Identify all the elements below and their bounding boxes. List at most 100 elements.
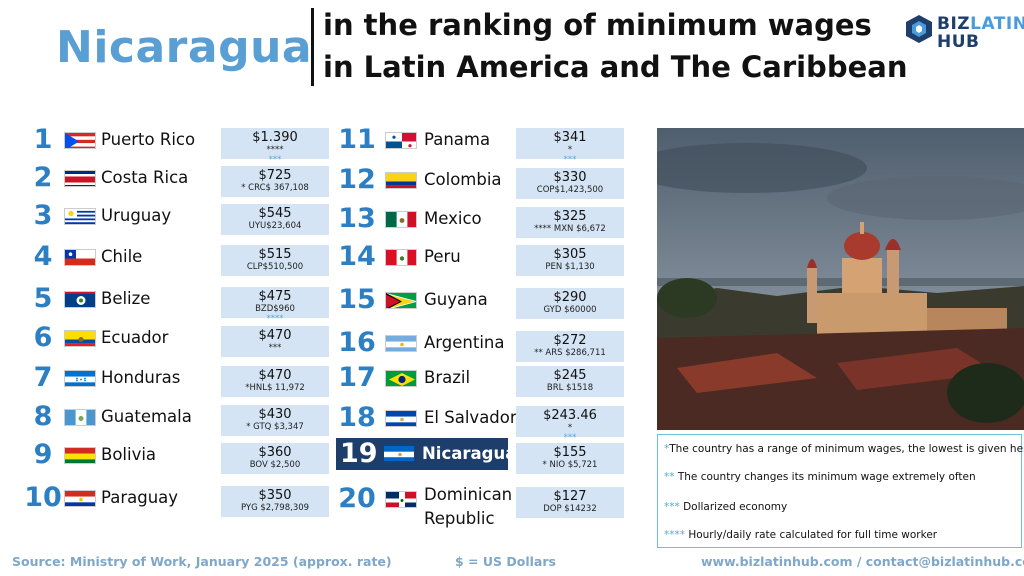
flag-mexico-icon xyxy=(385,211,417,228)
flag-panama-icon xyxy=(385,132,417,149)
flag-chile-icon xyxy=(64,249,96,266)
wage-local: * xyxy=(567,423,573,433)
wage-usd: $430 xyxy=(258,407,292,422)
wage-box: $325 **** MXN $6,672 xyxy=(516,207,624,238)
page-title-line-2: in Latin America and The Caribbean xyxy=(323,50,908,84)
wage-local: BZD$960 xyxy=(255,304,295,314)
wage-usd: $290 xyxy=(553,290,587,305)
flag-colombia-icon xyxy=(385,172,417,189)
wage-usd: $725 xyxy=(258,168,292,183)
ranking-row-panama: 11 Panama $341 * *** xyxy=(338,123,626,164)
wage-usd: $245 xyxy=(553,368,587,383)
ranking-row-uruguay: 3 Uruguay $545 UYU$23,604 xyxy=(24,199,331,235)
ranking-row-el-salvador: 18 El Salvador $243.46 * *** xyxy=(338,401,626,442)
flag-ecuador-icon xyxy=(64,330,96,347)
footnote-4: **** Hourly/daily rate calculated for fu… xyxy=(664,529,937,541)
footnote-1: *The country has a range of minimum wage… xyxy=(664,443,1024,455)
flag-brazil-icon xyxy=(385,370,417,387)
footnote-marker: * xyxy=(664,443,670,455)
ranking-row-guyana: 15 Guyana $290 GYD $60000 xyxy=(338,283,626,319)
rank-number: 19 xyxy=(340,438,378,469)
wage-note-marker: *** xyxy=(563,155,577,165)
country-name: Brazil xyxy=(424,368,471,387)
wage-box: $305 PEN $1,130 xyxy=(516,245,624,276)
rank-number: 13 xyxy=(338,203,376,234)
flag-belize-icon xyxy=(64,291,96,308)
wage-usd: $350 xyxy=(258,488,292,503)
wage-local: *HNL$ 11,972 xyxy=(245,383,305,393)
flag-costa-rica-icon xyxy=(64,170,96,187)
footnote-marker: **** xyxy=(664,529,685,541)
rank-number: 6 xyxy=(33,322,53,353)
footnote-text: The country changes its minimum wage ext… xyxy=(674,471,976,483)
rank-number: 4 xyxy=(33,241,53,272)
wage-local: * xyxy=(567,145,573,155)
ranking-row-chile: 4 Chile $515 CLP$510,500 xyxy=(24,240,331,276)
wage-note-marker: **** xyxy=(266,314,284,324)
footnote-text: Dollarized economy xyxy=(679,501,788,513)
wage-local: * GTQ $3,347 xyxy=(246,422,304,432)
rank-number: 2 xyxy=(33,162,53,193)
highlight-row-nicaragua: 19 Nicaragua xyxy=(336,438,516,470)
ranking-row-nicaragua: $155 * NIO $5,721 xyxy=(338,438,626,474)
bizlatinhub-logo: BIZLATIN HUB xyxy=(905,12,1024,52)
rank-number: 16 xyxy=(338,327,376,358)
contact-info: www.bizlatinhub.com / contact@bizlatinhu… xyxy=(701,554,1024,569)
flag-paraguay-icon xyxy=(64,490,96,507)
wage-box: $1.390 **** *** xyxy=(221,128,329,164)
wage-usd: $305 xyxy=(553,247,587,262)
wage-usd: $341 xyxy=(553,130,587,145)
ranking-row-puerto-rico: 1 Puerto Rico $1.390 **** *** xyxy=(24,123,331,164)
flag-guyana-icon xyxy=(385,292,417,309)
wage-local: **** MXN $6,672 xyxy=(534,224,606,234)
ranking-row-bolivia: 9 Bolivia $360 BOV $2,500 xyxy=(24,438,331,474)
page-title-line-1: in the ranking of minimum wages xyxy=(323,8,872,42)
rank-number: 18 xyxy=(338,402,376,433)
wage-local: CLP$510,500 xyxy=(246,262,304,272)
wage-usd: $515 xyxy=(258,247,292,262)
wage-box: $430 * GTQ $3,347 xyxy=(221,405,329,436)
flag-peru-icon xyxy=(385,249,417,266)
wage-local: BOV $2,500 xyxy=(249,460,301,470)
wage-local: COP$1,423,500 xyxy=(536,185,604,195)
ranking-row-brazil: 17 Brazil $245 BRL $1518 xyxy=(338,361,626,397)
ranking-row-paraguay: 10 Paraguay $350 PYG $2,798,309 xyxy=(24,481,331,517)
wage-box: $545 UYU$23,604 xyxy=(221,204,329,235)
rank-number: 3 xyxy=(33,200,53,231)
wage-usd: $325 xyxy=(553,209,587,224)
rank-number: 15 xyxy=(338,284,376,315)
flag-nicaragua-icon xyxy=(383,445,415,462)
page-title-country: Nicaragua xyxy=(56,22,313,73)
logo-text-line-1: BIZLATIN xyxy=(937,14,1024,34)
wage-local: * CRC$ 367,108 xyxy=(241,183,309,193)
flag-honduras-icon xyxy=(64,370,96,387)
ranking-row-honduras: 7 Honduras $470 *HNL$ 11,972 xyxy=(24,361,331,397)
country-name: Chile xyxy=(101,247,143,266)
wage-box: $245 BRL $1518 xyxy=(516,366,624,397)
rank-number: 7 xyxy=(33,362,53,393)
country-name: Honduras xyxy=(101,368,181,387)
wage-box: $330 COP$1,423,500 xyxy=(516,168,624,199)
rank-number: 12 xyxy=(338,164,376,195)
wage-usd: $360 xyxy=(258,445,292,460)
ranking-row-dominican-republic: 20 Dominican Republic $127 DOP $14232 xyxy=(338,482,626,528)
wage-local: DOP $14232 xyxy=(543,504,597,514)
wage-usd: $470 xyxy=(258,368,292,383)
wage-box: $360 BOV $2,500 xyxy=(221,443,329,474)
wage-box: $127 DOP $14232 xyxy=(516,487,624,518)
wage-note-marker: *** xyxy=(563,433,577,443)
wage-box: $243.46 * *** xyxy=(516,406,624,442)
rank-number: 20 xyxy=(338,483,376,514)
wage-box: $272 ** ARS $286,711 xyxy=(516,331,624,362)
wage-usd: $475 xyxy=(258,289,292,304)
rank-number: 17 xyxy=(338,362,376,393)
country-name: Puerto Rico xyxy=(101,130,196,149)
country-name: El Salvador xyxy=(424,408,517,427)
country-name: Dominican xyxy=(424,485,513,504)
flag-el-salvador-icon xyxy=(385,410,417,427)
country-name: Mexico xyxy=(424,209,482,228)
rank-number: 11 xyxy=(338,124,376,155)
ranking-row-colombia: 12 Colombia $330 COP$1,423,500 xyxy=(338,163,626,199)
wage-usd: $155 xyxy=(553,445,587,460)
rank-number: 1 xyxy=(33,124,53,155)
